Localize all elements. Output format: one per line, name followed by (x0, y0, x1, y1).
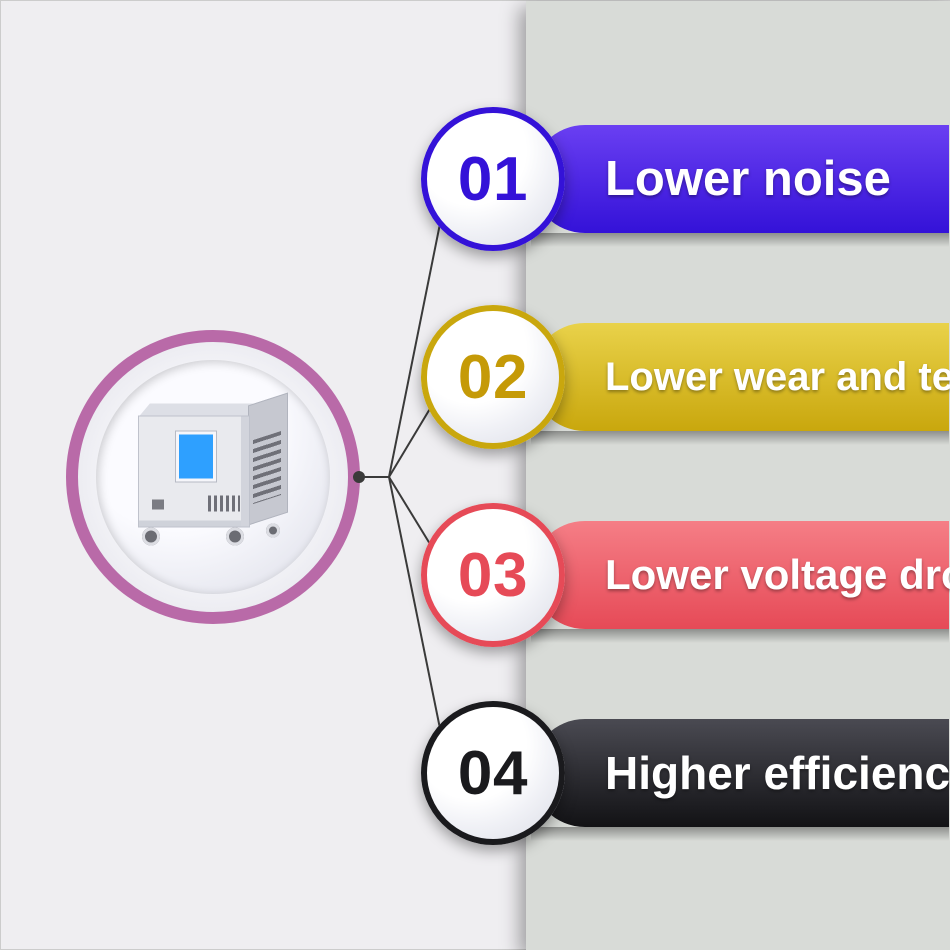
feature-bar: Lower voltage drop (531, 521, 949, 629)
feature-badge: 03 (421, 503, 565, 647)
feature-number: 02 (458, 342, 528, 413)
feature-label: Lower noise (605, 151, 891, 207)
feature-badge: 02 (421, 305, 565, 449)
feature-04: Higher efficiency 04 (1, 719, 949, 827)
feature-03: Lower voltage drop 03 (1, 521, 949, 629)
feature-bar: Higher efficiency (531, 719, 949, 827)
feature-badge: 01 (421, 107, 565, 251)
feature-bar: Lower noise (531, 125, 949, 233)
feature-bar: Lower wear and tear (531, 323, 949, 431)
feature-number: 04 (458, 738, 528, 809)
feature-label: Higher efficiency (605, 746, 950, 800)
feature-badge: 04 (421, 701, 565, 845)
feature-02: Lower wear and tear 02 (1, 323, 949, 431)
feature-number: 03 (458, 540, 528, 611)
feature-number: 01 (458, 144, 528, 215)
feature-01: Lower noise 01 (1, 125, 949, 233)
feature-label: Lower voltage drop (605, 551, 950, 599)
feature-label: Lower wear and tear (605, 355, 950, 400)
infographic-canvas: Lower noise01Lower wear and tear02Lower … (0, 0, 950, 950)
